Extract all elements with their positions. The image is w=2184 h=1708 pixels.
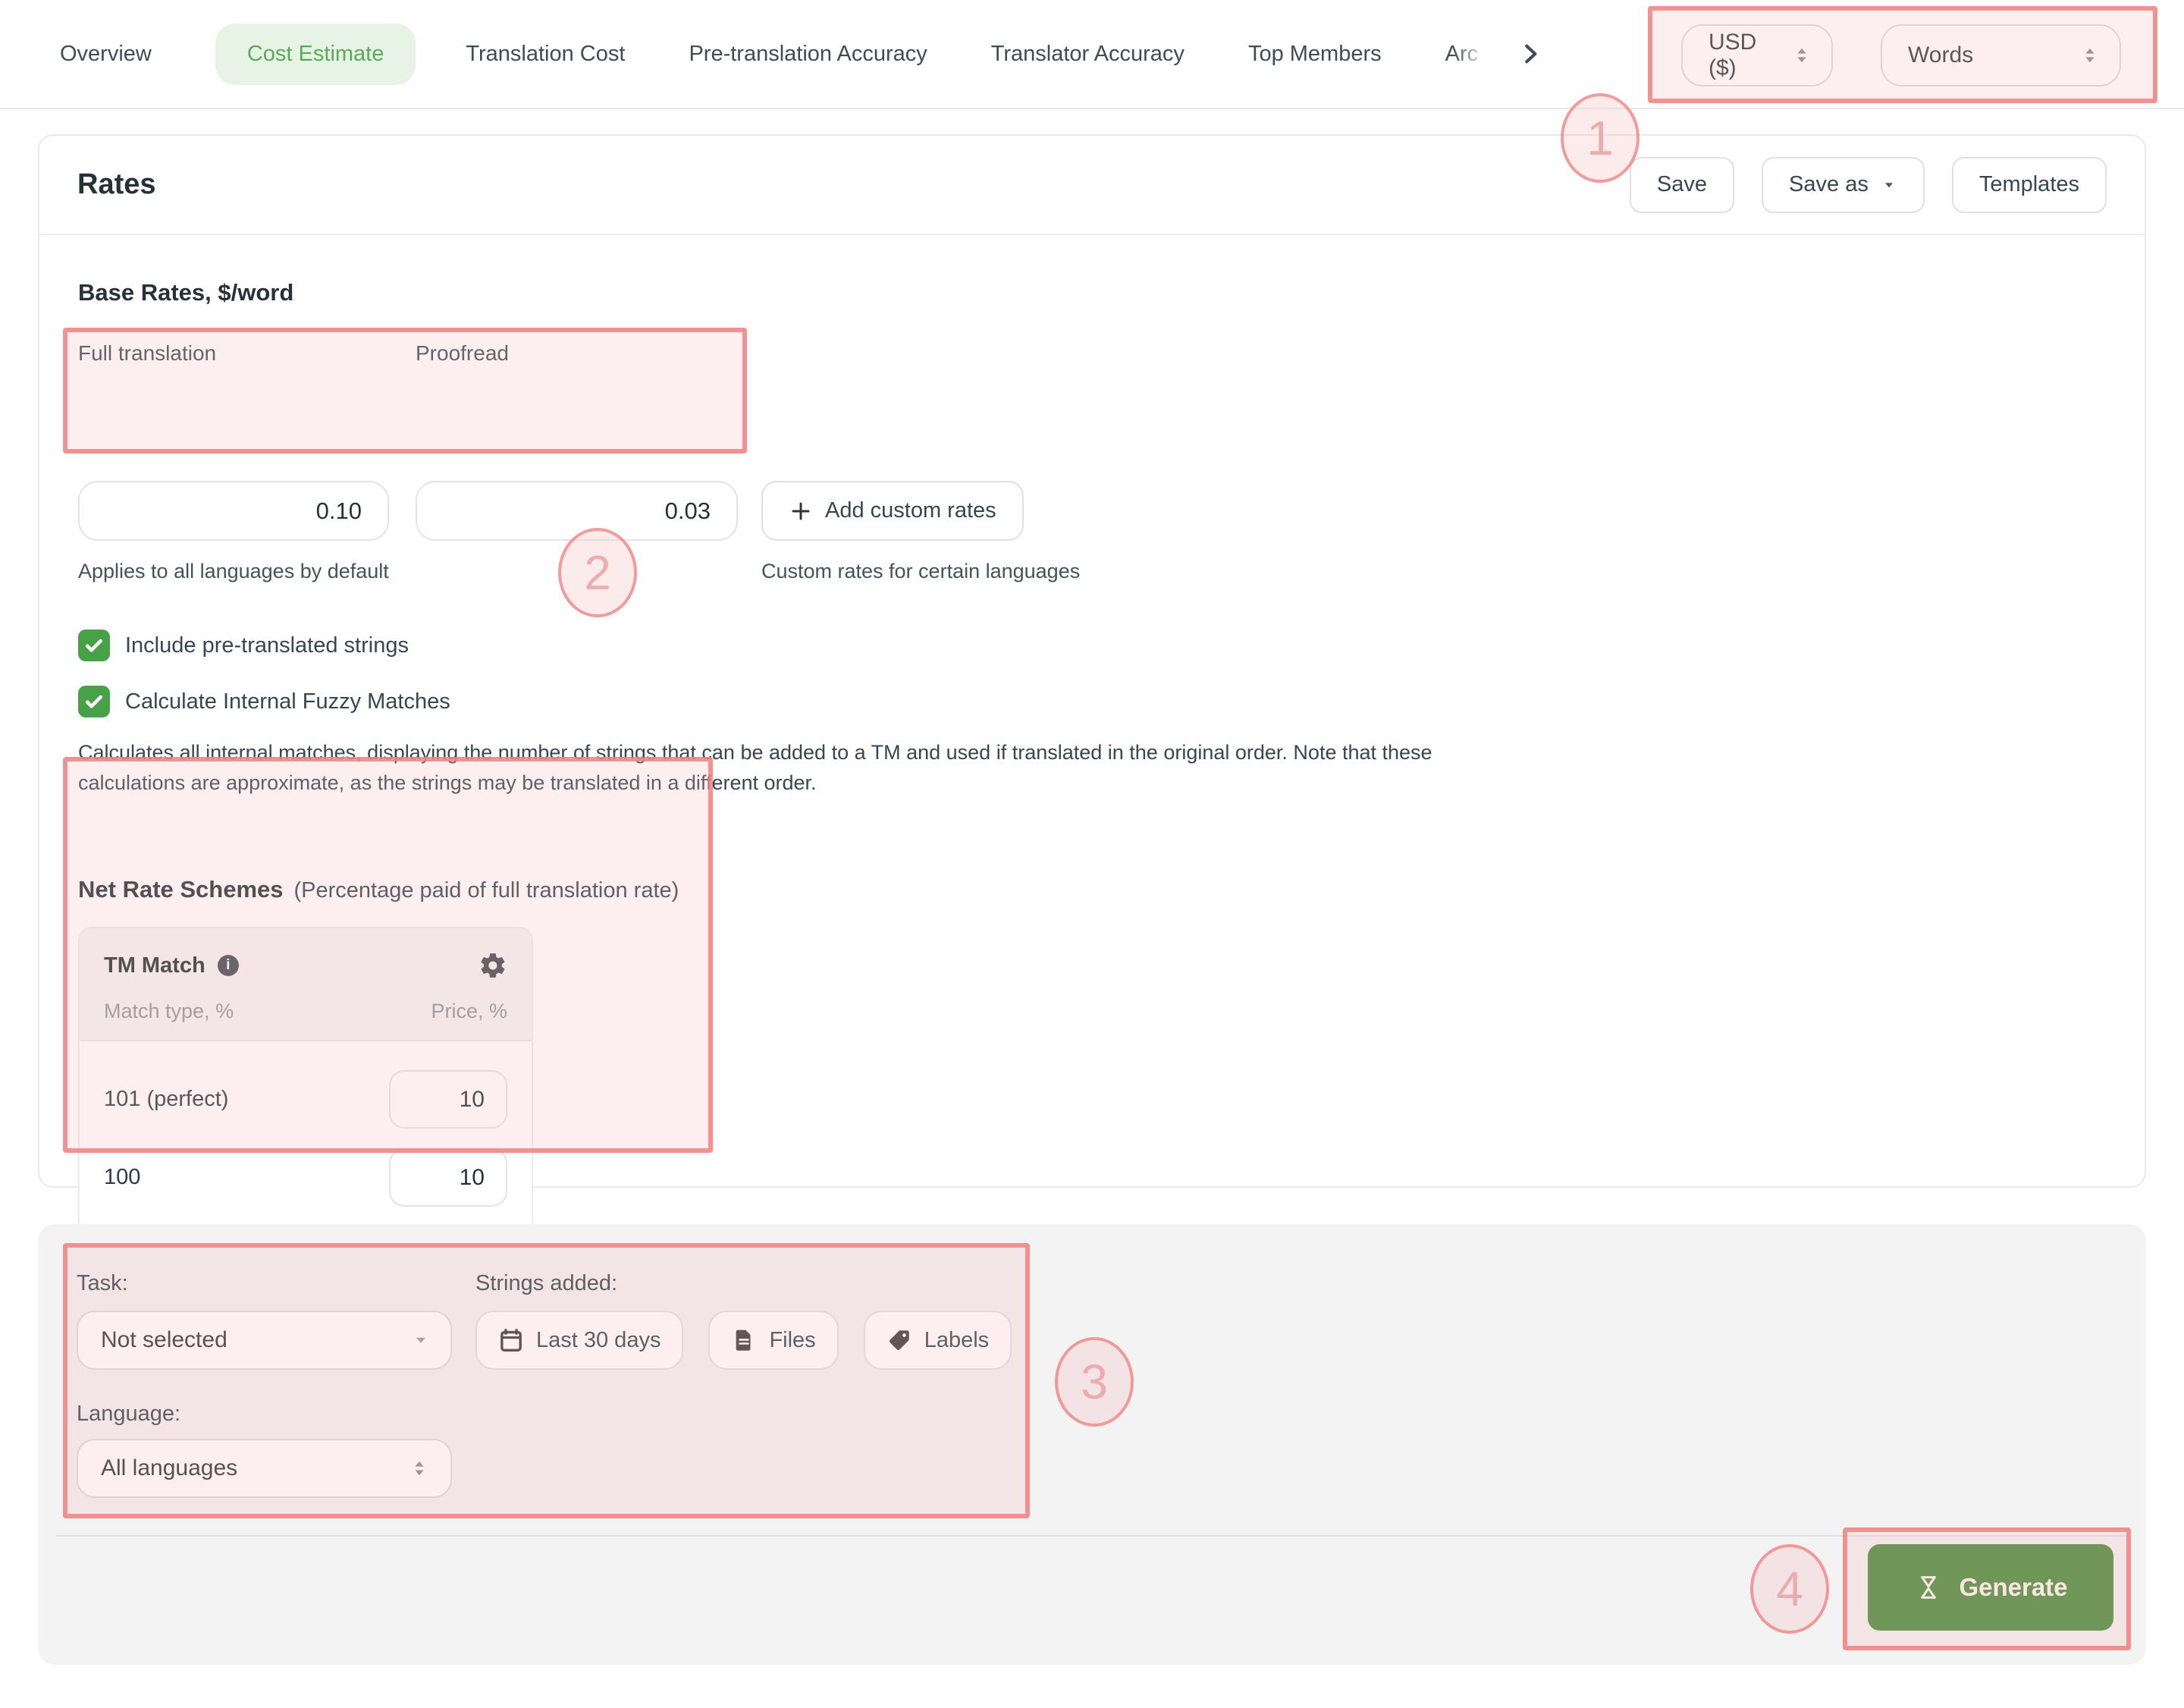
- strings-added-filters: Last 30 days Files Labels: [475, 1311, 1012, 1370]
- report-settings: USD ($) Words: [1681, 24, 2121, 86]
- rates-card-header: Rates Save Save as Templates: [39, 136, 2145, 235]
- task-select[interactable]: Not selected: [77, 1311, 452, 1370]
- chevron-right-icon: [1516, 39, 1545, 68]
- info-icon[interactable]: i: [217, 955, 239, 976]
- calendar-icon: [498, 1327, 524, 1353]
- rates-actions: Save Save as Templates: [1629, 156, 2107, 213]
- report-tabs-nav: Overview Cost Estimate Translation Cost …: [0, 0, 2184, 109]
- currency-select[interactable]: USD ($): [1681, 24, 1833, 86]
- table-row: 101 (perfect): [104, 1070, 507, 1129]
- labels-filter-button[interactable]: Labels: [863, 1311, 1012, 1370]
- calculate-fuzzy-label: Calculate Internal Fuzzy Matches: [125, 689, 450, 714]
- tm-match-rows: 101 (perfect) 100: [80, 1041, 532, 1207]
- custom-rates-hint: Custom rates for certain languages: [761, 560, 1081, 582]
- tab-overview[interactable]: Overview: [60, 41, 152, 66]
- tab-translation-cost[interactable]: Translation Cost: [466, 41, 626, 66]
- calculate-fuzzy-option[interactable]: Calculate Internal Fuzzy Matches: [78, 686, 450, 717]
- include-pretranslated-label: Include pre-translated strings: [125, 633, 409, 658]
- net-rate-schemes-heading: Net Rate Schemes (Percentage paid of ful…: [78, 876, 679, 903]
- unit-select[interactable]: Words: [1881, 24, 2121, 86]
- more-tabs-button[interactable]: [1514, 37, 1547, 71]
- divider: [56, 1535, 2131, 1537]
- last-30-days-filter-button[interactable]: Last 30 days: [475, 1311, 684, 1370]
- base-rates-heading: Base Rates, $/word: [78, 279, 294, 306]
- base-rates-hint: Applies to all languages by default: [78, 560, 389, 582]
- currency-select-value: USD ($): [1709, 30, 1757, 80]
- select-arrows-icon: [408, 1457, 431, 1480]
- add-custom-rates-button[interactable]: Add custom rates: [761, 481, 1024, 541]
- tm-match-title: TM Match: [104, 953, 206, 978]
- match-type-label: 101 (perfect): [104, 1087, 229, 1111]
- full-translation-rate-input[interactable]: [78, 481, 389, 541]
- table-row: 100: [104, 1148, 507, 1207]
- proofread-rate-input[interactable]: [416, 481, 738, 541]
- match-type-column-label: Match type, %: [104, 1000, 234, 1022]
- proofread-label: Proofread: [416, 341, 509, 365]
- generate-button[interactable]: Generate: [1868, 1544, 2113, 1631]
- select-arrows-icon: [1790, 44, 1813, 67]
- caret-down-icon: [1881, 177, 1897, 193]
- language-select-value: All languages: [101, 1455, 238, 1480]
- unit-select-value: Words: [1908, 42, 1974, 68]
- price-column-label: Price, %: [431, 1000, 507, 1022]
- select-arrows-icon: [2079, 44, 2101, 67]
- tab-translator-accuracy[interactable]: Translator Accuracy: [990, 41, 1185, 66]
- match-type-label: 100: [104, 1165, 141, 1189]
- file-icon: [731, 1327, 757, 1353]
- rates-card: Rates Save Save as Templates Base Rates,…: [38, 134, 2146, 1241]
- strings-added-label: Strings added:: [475, 1271, 618, 1295]
- checkbox-checked-icon[interactable]: [78, 630, 110, 661]
- tab-top-members[interactable]: Top Members: [1247, 41, 1382, 66]
- tag-icon: [886, 1327, 912, 1353]
- language-label: Language:: [77, 1402, 181, 1426]
- save-button[interactable]: Save: [1629, 156, 1735, 213]
- tm-match-card-header: TM Match i Match type, % Price, %: [80, 928, 532, 1041]
- caret-down-icon: [411, 1330, 431, 1350]
- page-title: Rates: [77, 168, 156, 200]
- plus-icon: [789, 499, 813, 523]
- task-label: Task:: [77, 1271, 128, 1295]
- tab-cost-estimate[interactable]: Cost Estimate: [215, 23, 416, 85]
- save-as-button[interactable]: Save as: [1762, 156, 1925, 213]
- report-generator-panel: Task: Not selected Strings added: Last 3…: [38, 1224, 2146, 1665]
- match-100-price-input[interactable]: [389, 1148, 507, 1207]
- tab-pre-translation-accuracy[interactable]: Pre-translation Accuracy: [689, 41, 927, 66]
- gear-icon[interactable]: [479, 951, 507, 980]
- include-pretranslated-option[interactable]: Include pre-translated strings: [78, 630, 409, 661]
- tab-archive-truncated[interactable]: Arc: [1445, 41, 1479, 66]
- full-translation-label: Full translation: [78, 341, 217, 365]
- templates-button[interactable]: Templates: [1951, 156, 2107, 213]
- match-101-price-input[interactable]: [389, 1070, 507, 1129]
- tm-match-card: TM Match i Match type, % Price, % 101 (p…: [78, 927, 533, 1241]
- language-select[interactable]: All languages: [77, 1439, 452, 1498]
- rates-card-body: Base Rates, $/word Full translation Proo…: [39, 235, 2145, 1241]
- task-select-value: Not selected: [101, 1327, 228, 1352]
- files-filter-button[interactable]: Files: [708, 1311, 839, 1370]
- hourglass-icon: [1913, 1572, 1944, 1603]
- fuzzy-matches-note: Calculates all internal matches, display…: [78, 741, 1432, 794]
- checkbox-checked-icon[interactable]: [78, 686, 110, 717]
